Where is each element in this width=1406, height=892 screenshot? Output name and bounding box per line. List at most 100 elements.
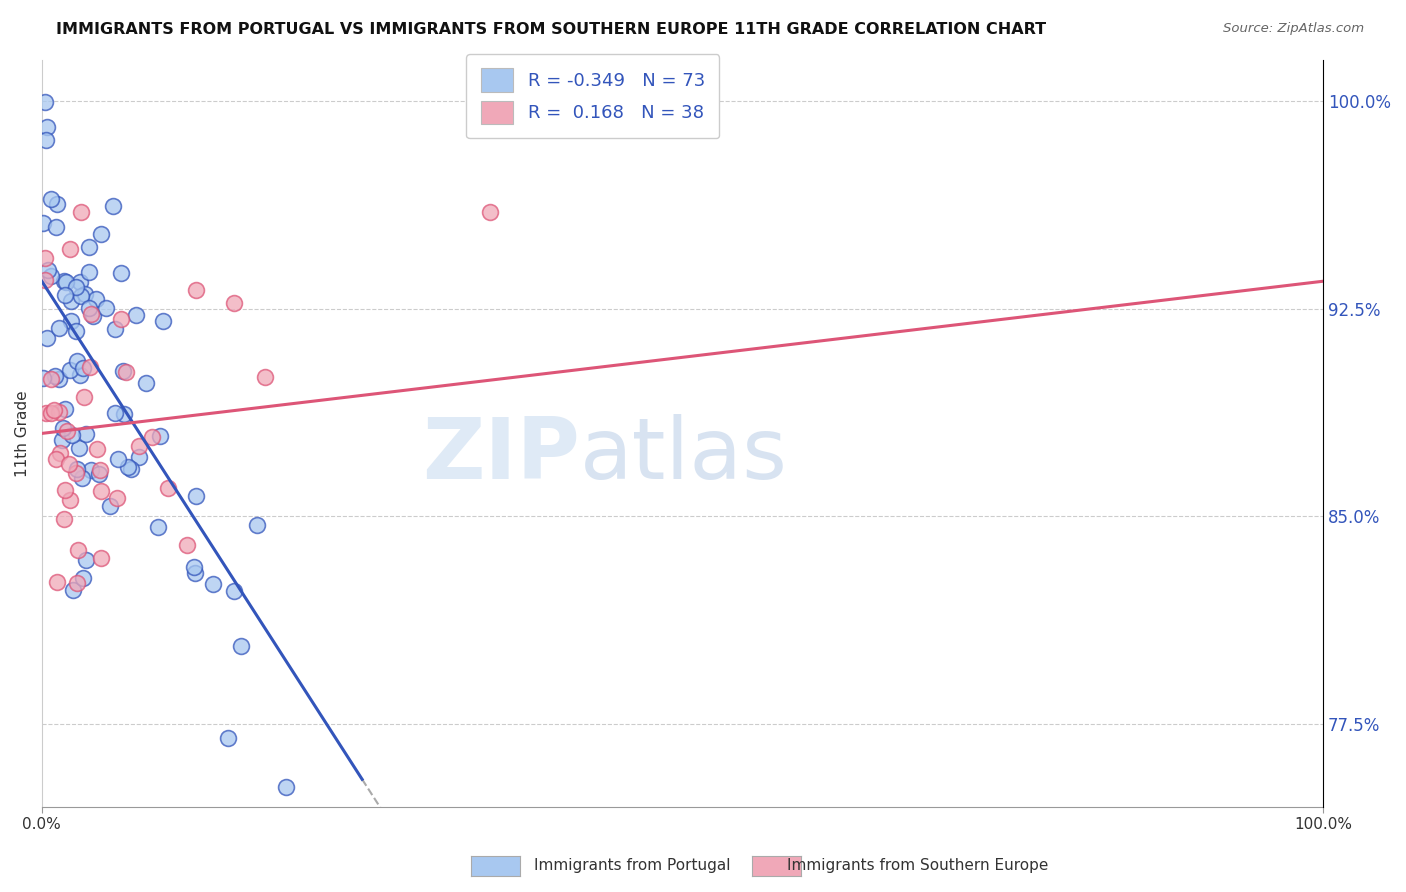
Point	[183, 560, 205, 574]
Point	[51, 434, 73, 448]
Point	[105, 491, 128, 505]
Point	[46, 197, 69, 211]
Point	[148, 520, 170, 534]
Point	[184, 566, 207, 581]
Point	[55, 424, 77, 438]
Point	[217, 731, 239, 745]
Point	[112, 407, 135, 421]
Point	[59, 362, 82, 376]
Point	[79, 264, 101, 278]
Text: Immigrants from Portugal: Immigrants from Portugal	[534, 858, 731, 872]
Point	[117, 460, 139, 475]
Point	[66, 354, 89, 368]
Point	[100, 499, 122, 513]
Point	[231, 639, 253, 653]
Point	[73, 390, 96, 404]
Point	[60, 427, 83, 442]
Text: ZIP: ZIP	[422, 414, 579, 498]
Point	[55, 287, 77, 301]
Point	[77, 301, 100, 316]
Point	[186, 283, 208, 297]
Point	[52, 274, 75, 288]
Point	[69, 368, 91, 382]
Point	[44, 369, 66, 384]
Point	[35, 133, 58, 147]
Point	[51, 420, 73, 434]
Point	[42, 402, 65, 417]
Point	[86, 442, 108, 456]
Point	[32, 371, 55, 385]
Point	[65, 280, 87, 294]
Point	[124, 308, 146, 322]
Point	[89, 467, 111, 481]
Point	[75, 553, 97, 567]
Point	[35, 406, 58, 420]
Point	[45, 452, 67, 467]
Point	[112, 364, 135, 378]
Point	[89, 463, 111, 477]
Point	[62, 582, 84, 597]
Point	[73, 286, 96, 301]
Point	[96, 301, 118, 315]
Point	[110, 266, 132, 280]
Point	[66, 543, 89, 558]
Point	[52, 512, 75, 526]
Point	[34, 95, 56, 109]
Point	[48, 372, 70, 386]
Point	[149, 429, 172, 443]
Point	[67, 441, 90, 455]
Point	[128, 439, 150, 453]
Point	[152, 314, 174, 328]
Point	[90, 484, 112, 499]
Point	[79, 360, 101, 375]
Point	[48, 321, 70, 335]
Text: atlas: atlas	[579, 414, 787, 498]
Point	[66, 462, 89, 476]
Point	[80, 307, 103, 321]
Point	[70, 205, 93, 219]
Point	[120, 461, 142, 475]
Point	[184, 489, 207, 503]
Point	[202, 577, 225, 591]
Point	[55, 483, 77, 497]
Point	[45, 219, 67, 234]
Point	[70, 289, 93, 303]
Point	[46, 574, 69, 589]
Point	[253, 369, 276, 384]
Point	[32, 216, 55, 230]
Point	[35, 331, 58, 345]
Y-axis label: 11th Grade: 11th Grade	[15, 390, 30, 476]
Point	[59, 242, 82, 256]
Point	[59, 313, 82, 327]
Point	[34, 251, 56, 265]
Point	[104, 406, 127, 420]
Point	[222, 296, 245, 310]
Point	[39, 372, 62, 386]
Point	[110, 312, 132, 326]
Point	[70, 471, 93, 485]
Text: Source: ZipAtlas.com: Source: ZipAtlas.com	[1223, 22, 1364, 36]
Point	[84, 292, 107, 306]
Point	[60, 293, 83, 308]
Point	[39, 268, 62, 283]
Point	[80, 463, 103, 477]
Point	[65, 324, 87, 338]
Point	[66, 576, 89, 591]
Legend: R = -0.349   N = 73, R =  0.168   N = 38: R = -0.349 N = 73, R = 0.168 N = 38	[467, 54, 720, 138]
Point	[72, 360, 94, 375]
Point	[115, 365, 138, 379]
Point	[135, 376, 157, 390]
Point	[141, 430, 163, 444]
Point	[128, 450, 150, 464]
Point	[276, 780, 298, 794]
Text: IMMIGRANTS FROM PORTUGAL VS IMMIGRANTS FROM SOUTHERN EUROPE 11TH GRADE CORRELATI: IMMIGRANTS FROM PORTUGAL VS IMMIGRANTS F…	[56, 22, 1046, 37]
Point	[72, 571, 94, 585]
Point	[48, 405, 70, 419]
Point	[107, 452, 129, 467]
Text: Immigrants from Southern Europe: Immigrants from Southern Europe	[787, 858, 1049, 872]
Point	[65, 466, 87, 480]
Point	[90, 227, 112, 241]
Point	[55, 275, 77, 289]
Point	[59, 493, 82, 508]
Point	[479, 205, 502, 219]
